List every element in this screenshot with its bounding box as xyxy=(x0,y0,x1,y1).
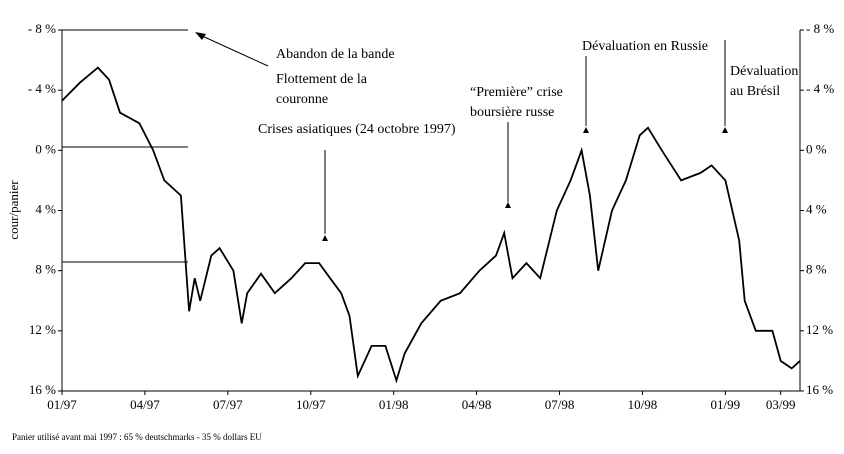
annotation: “Première” crise xyxy=(470,85,563,100)
annotation: Abandon de la bande xyxy=(276,47,395,62)
y-tick-label: 4 % xyxy=(35,201,56,216)
x-tick-label: 04/97 xyxy=(130,397,160,412)
line-series xyxy=(61,66,801,384)
marker xyxy=(322,235,328,241)
y-tick-label: 0 % xyxy=(35,141,56,156)
annotation: Crises asiatiques (24 octobre 1997) xyxy=(258,122,456,137)
y-axis-label: cour/panier xyxy=(6,180,21,240)
y-tick-label: - 4 % xyxy=(28,81,56,96)
y-tick-label: 12 % xyxy=(29,322,56,337)
y2-tick-label: - 8 % xyxy=(806,21,834,36)
y2-tick-label: 16 % xyxy=(806,382,833,397)
y2-tick-label: - 4 % xyxy=(806,81,834,96)
x-tick-label: 01/97 xyxy=(47,397,77,412)
marker xyxy=(722,127,728,133)
y2-tick-label: 12 % xyxy=(806,322,833,337)
marker xyxy=(505,202,511,208)
footnote: Panier utilisé avant mai 1997 : 65 % deu… xyxy=(12,432,262,442)
annotation: couronne xyxy=(276,92,328,107)
annotation: Dévaluation en Russie xyxy=(582,39,708,54)
x-tick-label: 01/99 xyxy=(711,397,741,412)
x-tick-label: 07/98 xyxy=(545,397,575,412)
arrow-head xyxy=(195,32,206,40)
arrow xyxy=(199,34,269,67)
x-tick-label: 03/99 xyxy=(766,397,796,412)
y2-tick-label: 0 % xyxy=(806,141,827,156)
x-tick-label: 10/97 xyxy=(296,397,326,412)
y-tick-label: 8 % xyxy=(35,262,56,277)
x-tick-label: 07/97 xyxy=(213,397,243,412)
annotation-lines xyxy=(62,29,728,263)
annotation: Flottement de la xyxy=(276,72,368,87)
x-tick-label: 01/98 xyxy=(379,397,409,412)
x-tick-label: 10/98 xyxy=(628,397,658,412)
y-tick-label: 16 % xyxy=(29,382,56,397)
y-tick-label: - 8 % xyxy=(28,21,56,36)
y2-tick-label: 8 % xyxy=(806,262,827,277)
x-tick-label: 04/98 xyxy=(462,397,492,412)
y2-tick-label: 4 % xyxy=(806,201,827,216)
marker xyxy=(583,127,589,133)
annotation: boursière russe xyxy=(470,105,554,120)
annotation: au Brésil xyxy=(730,84,780,99)
annotation: Dévaluation xyxy=(730,64,798,79)
